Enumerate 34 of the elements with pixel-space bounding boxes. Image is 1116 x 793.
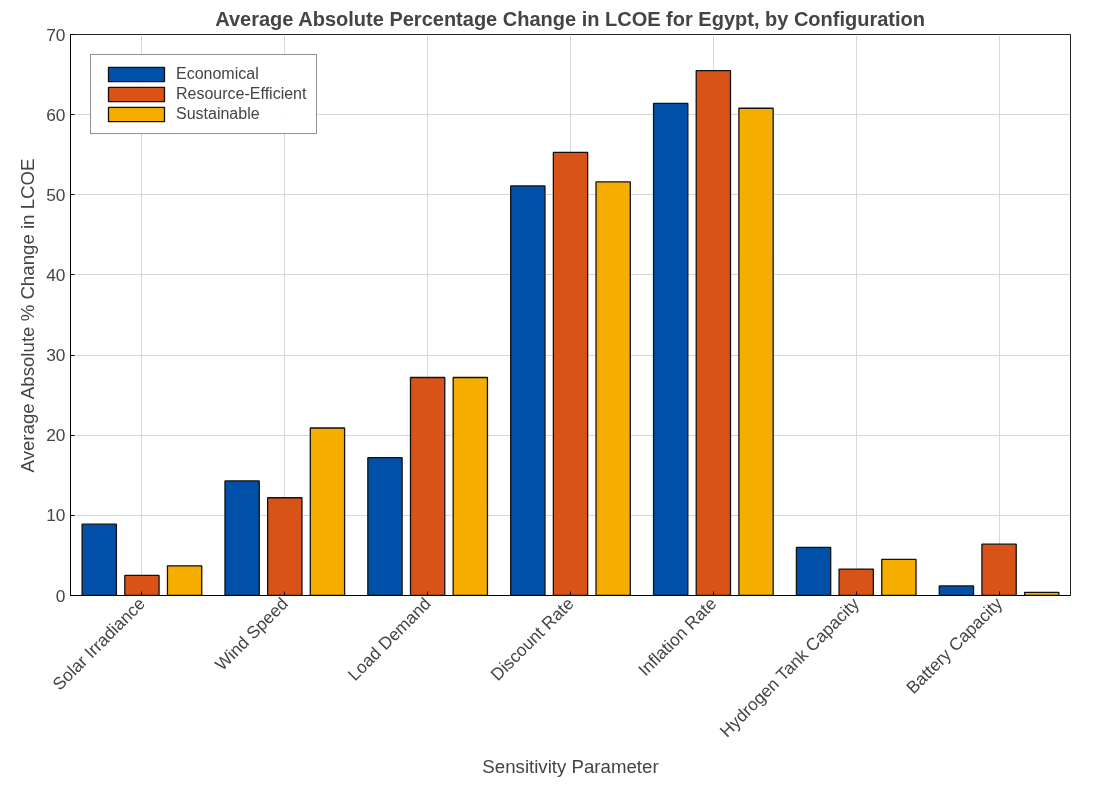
x-axis-title: Sensitivity Parameter	[482, 756, 659, 778]
bar	[510, 185, 546, 596]
bar	[409, 376, 446, 596]
bar	[881, 558, 917, 596]
bar	[981, 543, 1017, 596]
bar	[367, 457, 403, 596]
bar	[452, 376, 489, 596]
legend-label: Resource-Efficient	[176, 85, 307, 103]
y-tick-label: 40	[46, 264, 66, 285]
y-axis-title: Average Absolute % Change in LCOE	[17, 158, 39, 473]
bar	[938, 585, 975, 596]
bar	[224, 480, 260, 596]
bar	[124, 574, 160, 596]
bar	[795, 546, 832, 596]
bar	[309, 427, 346, 596]
y-tick-label: 10	[46, 505, 66, 526]
bar	[838, 568, 875, 596]
legend-label: Sustainable	[176, 105, 260, 123]
chart-title: Average Absolute Percentage Change in LCOE for Egypt, by Configuration	[215, 7, 925, 30]
y-tick-label: 70	[46, 24, 66, 45]
bar	[81, 523, 118, 596]
y-tick-label: 30	[46, 345, 66, 366]
y-tick-label: 0	[55, 585, 66, 606]
bar	[266, 497, 303, 596]
legend-label: Economical	[176, 65, 259, 83]
y-tick-label: 60	[46, 104, 66, 125]
y-tick-label: 50	[46, 184, 66, 205]
bar	[552, 151, 589, 596]
bar	[652, 102, 689, 596]
bar	[595, 181, 631, 596]
y-tick-label: 20	[46, 425, 66, 446]
bar	[738, 107, 774, 596]
bar	[166, 565, 203, 596]
bar	[695, 69, 732, 596]
